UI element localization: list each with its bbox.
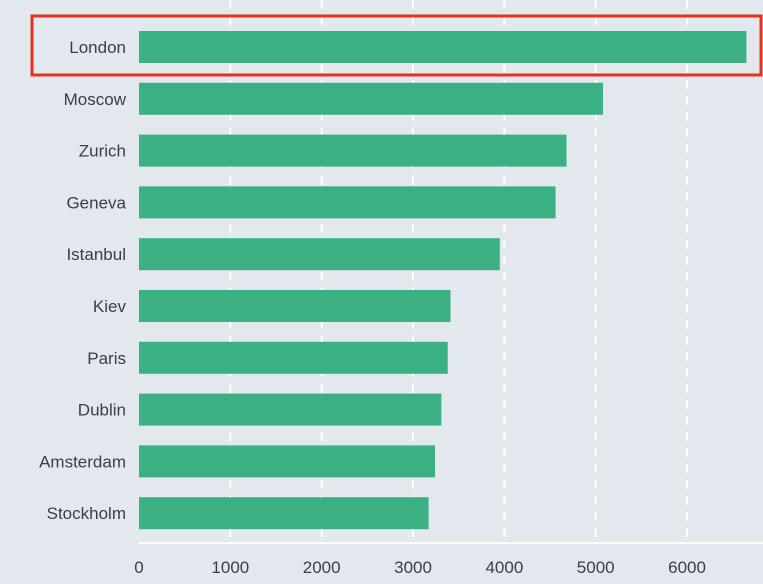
category-label-zurich: Zurich — [79, 142, 126, 161]
category-label-stockholm: Stockholm — [47, 504, 126, 523]
category-label-paris: Paris — [87, 349, 126, 368]
category-label-moscow: Moscow — [64, 90, 127, 109]
bar-amsterdam — [139, 445, 435, 478]
category-labels: London Moscow Zurich Geneva Istanbul Kiev Pari… — [39, 38, 127, 523]
bar-dublin — [139, 393, 442, 426]
x-tick-label-5000: 5000 — [577, 558, 615, 577]
bar-zurich — [139, 134, 567, 167]
x-tick-labels: 0 1000 2000 3000 4000 5000 6000 — [134, 558, 706, 577]
highlight-box — [30, 14, 763, 77]
category-label-london: London — [69, 38, 126, 57]
bar-istanbul — [139, 238, 500, 271]
bars — [139, 31, 747, 530]
bar-kiev — [139, 290, 451, 322]
x-tick-label-1000: 1000 — [211, 558, 249, 577]
category-label-istanbul: Istanbul — [66, 245, 126, 264]
category-label-kiev: Kiev — [93, 297, 127, 316]
category-label-dublin: Dublin — [78, 401, 126, 420]
bar-paris — [139, 341, 448, 374]
x-tick-label-2000: 2000 — [303, 558, 341, 577]
bar-london — [139, 31, 747, 63]
bar-moscow — [139, 82, 604, 115]
x-tick-label-3000: 3000 — [394, 558, 432, 577]
x-tick-label-4000: 4000 — [485, 558, 523, 577]
x-tick-label-6000: 6000 — [668, 558, 706, 577]
x-tick-label-0: 0 — [134, 558, 143, 577]
category-label-geneva: Geneva — [66, 193, 126, 212]
bar-geneva — [139, 186, 556, 219]
bar-stockholm — [139, 497, 429, 530]
category-label-amsterdam: Amsterdam — [39, 452, 126, 471]
